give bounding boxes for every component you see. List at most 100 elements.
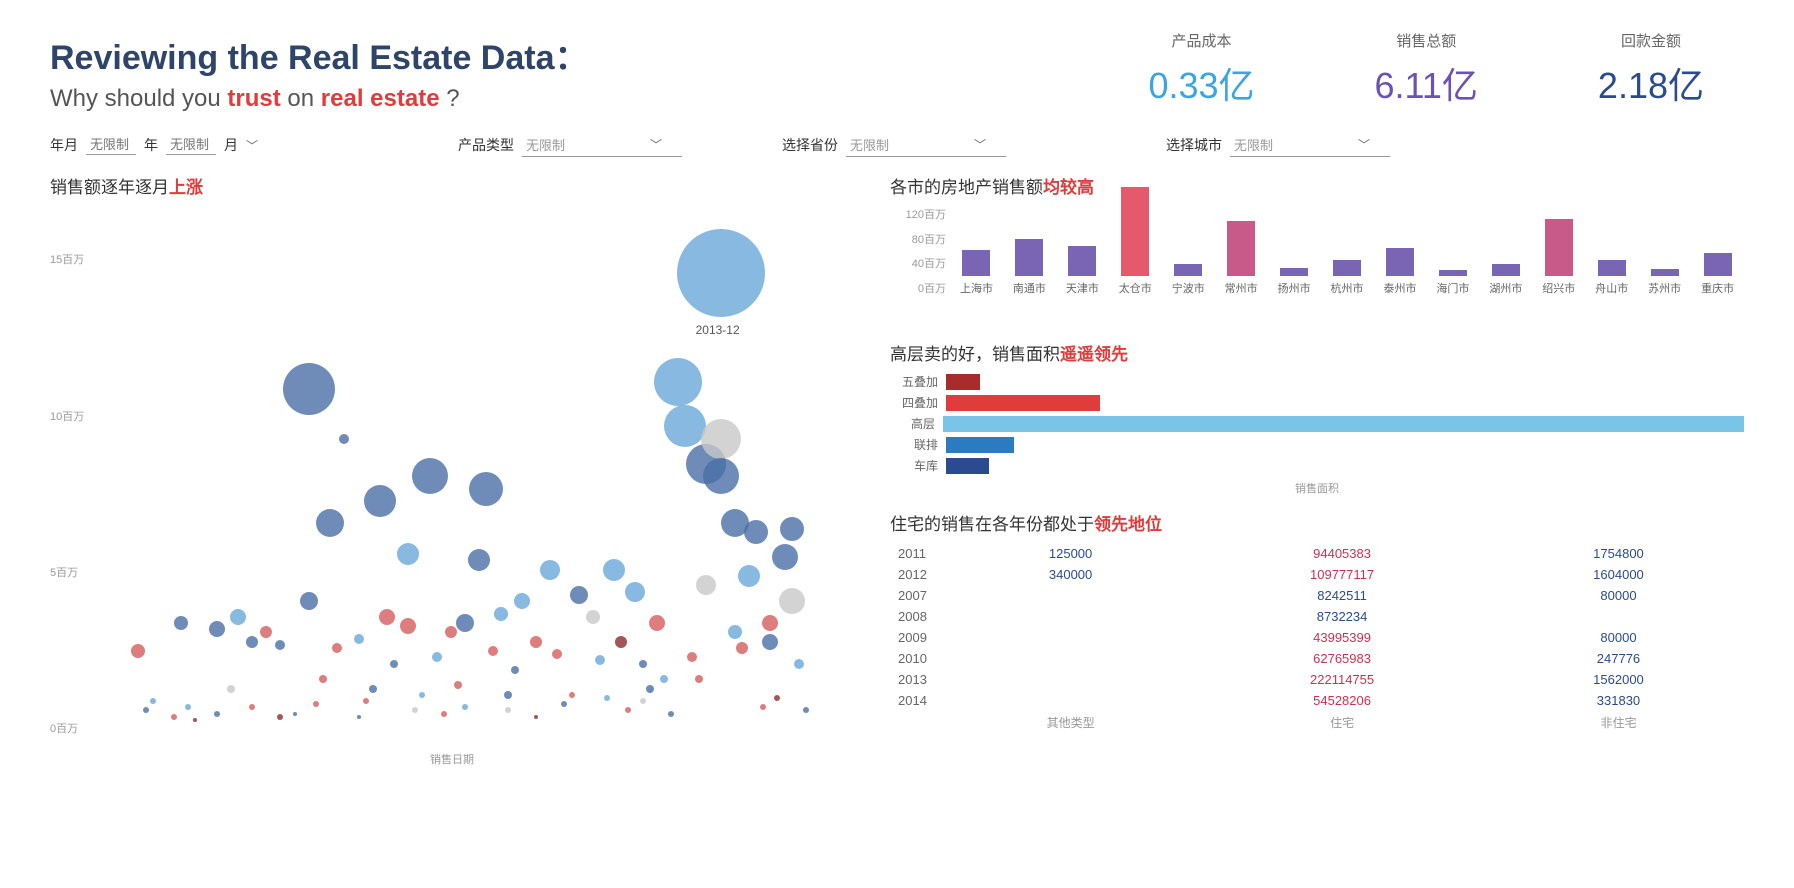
bubble[interactable] — [354, 634, 364, 644]
bubble[interactable] — [604, 695, 610, 701]
bar-column[interactable]: 绍兴市 — [1532, 219, 1585, 296]
bubble[interactable] — [603, 559, 625, 581]
bar-column[interactable]: 扬州市 — [1268, 268, 1321, 296]
bubble[interactable] — [505, 707, 511, 713]
bubble[interactable] — [339, 434, 349, 444]
bar-column[interactable]: 杭州市 — [1321, 260, 1374, 296]
bubble[interactable] — [639, 660, 647, 668]
bubble[interactable] — [762, 634, 778, 650]
bubble[interactable] — [468, 549, 490, 571]
bubble[interactable] — [454, 681, 462, 689]
bubble[interactable] — [664, 405, 706, 447]
bubble[interactable] — [412, 707, 418, 713]
bubble[interactable] — [357, 715, 361, 719]
hbar-row[interactable]: 联排 — [890, 436, 1744, 453]
bubble[interactable] — [275, 640, 285, 650]
hbar-chart[interactable]: 五叠加四叠加高层联排车库 — [890, 373, 1744, 474]
bubble[interactable] — [803, 707, 809, 713]
bubble[interactable] — [332, 643, 342, 653]
bubble[interactable] — [174, 616, 188, 630]
bubble[interactable] — [397, 543, 419, 565]
bubble[interactable] — [595, 655, 605, 665]
bubble[interactable] — [561, 701, 567, 707]
bar-column[interactable]: 苏州市 — [1638, 269, 1691, 296]
bubble[interactable] — [488, 646, 498, 656]
city-bar-chart[interactable]: 120百万80百万40百万0百万 上海市南通市天津市太仓市宁波市常州市扬州市杭州… — [890, 206, 1744, 326]
bubble[interactable] — [400, 618, 416, 634]
bar-column[interactable]: 舟山市 — [1585, 260, 1638, 296]
bubble[interactable] — [570, 586, 588, 604]
bubble[interactable] — [774, 695, 780, 701]
bubble[interactable] — [456, 614, 474, 632]
bubble[interactable] — [364, 485, 396, 517]
scatter-chart[interactable]: 0百万5百万10百万15百万销售日期2013-12 — [50, 206, 830, 766]
year-input[interactable] — [86, 135, 136, 155]
bubble[interactable] — [514, 593, 530, 609]
month-input[interactable] — [166, 135, 216, 155]
bubble[interactable] — [654, 358, 702, 406]
bubble[interactable] — [687, 652, 697, 662]
bubble[interactable] — [494, 607, 508, 621]
bubble[interactable] — [462, 704, 468, 710]
bubble[interactable] — [150, 698, 156, 704]
bubble[interactable] — [625, 707, 631, 713]
bubble[interactable] — [293, 712, 297, 716]
bubble[interactable] — [772, 544, 798, 570]
hbar-row[interactable]: 高层 — [890, 415, 1744, 432]
bubble[interactable] — [511, 666, 519, 674]
bubble[interactable] — [762, 615, 778, 631]
bubble[interactable] — [432, 652, 442, 662]
bubble[interactable] — [316, 509, 344, 537]
bubble[interactable] — [695, 675, 703, 683]
hbar-row[interactable]: 车库 — [890, 457, 1744, 474]
bubble[interactable] — [794, 659, 804, 669]
bubble[interactable] — [744, 520, 768, 544]
bubble[interactable] — [640, 698, 646, 704]
bubble[interactable] — [143, 707, 149, 713]
bar-column[interactable]: 南通市 — [1003, 239, 1056, 296]
bubble[interactable] — [319, 675, 327, 683]
bubble[interactable] — [760, 704, 766, 710]
bubble[interactable] — [469, 472, 503, 506]
bubble[interactable] — [504, 691, 512, 699]
bubble[interactable] — [728, 625, 742, 639]
city-select[interactable]: 无限制﹀ — [1230, 133, 1390, 157]
bubble[interactable] — [171, 714, 177, 720]
bubble[interactable] — [779, 588, 805, 614]
bubble[interactable] — [586, 610, 600, 624]
bar-column[interactable]: 上海市 — [950, 250, 1003, 296]
bubble[interactable] — [696, 575, 716, 595]
bubble[interactable] — [369, 685, 377, 693]
bubble[interactable] — [379, 609, 395, 625]
bubble[interactable] — [390, 660, 398, 668]
bubble[interactable] — [214, 711, 220, 717]
bar-column[interactable]: 宁波市 — [1162, 264, 1215, 296]
bar-column[interactable]: 天津市 — [1056, 246, 1109, 296]
bubble[interactable] — [530, 636, 542, 648]
bubble[interactable] — [703, 458, 739, 494]
bubble[interactable] — [419, 692, 425, 698]
bubble[interactable] — [534, 715, 538, 719]
bubble[interactable] — [646, 685, 654, 693]
bubble[interactable] — [441, 711, 447, 717]
chevron-down-icon[interactable]: ﹀ — [246, 137, 258, 154]
prodtype-select[interactable]: 无限制﹀ — [522, 133, 682, 157]
bubble[interactable] — [185, 704, 191, 710]
bar-column[interactable]: 湖州市 — [1479, 264, 1532, 296]
bubble[interactable] — [300, 592, 318, 610]
bubble[interactable] — [412, 458, 448, 494]
bubble[interactable] — [131, 644, 145, 658]
bubble[interactable] — [660, 675, 668, 683]
bubble[interactable] — [668, 711, 674, 717]
bubble[interactable] — [249, 704, 255, 710]
bubble[interactable] — [569, 692, 575, 698]
bar-column[interactable]: 海门市 — [1426, 270, 1479, 296]
bubble[interactable] — [230, 609, 246, 625]
bubble[interactable] — [227, 685, 235, 693]
bubble[interactable] — [445, 626, 457, 638]
bubble[interactable] — [540, 560, 560, 580]
bar-column[interactable]: 重庆市 — [1691, 253, 1744, 296]
bar-column[interactable]: 常州市 — [1215, 221, 1268, 296]
bubble[interactable] — [738, 565, 760, 587]
bubble[interactable] — [277, 714, 283, 720]
